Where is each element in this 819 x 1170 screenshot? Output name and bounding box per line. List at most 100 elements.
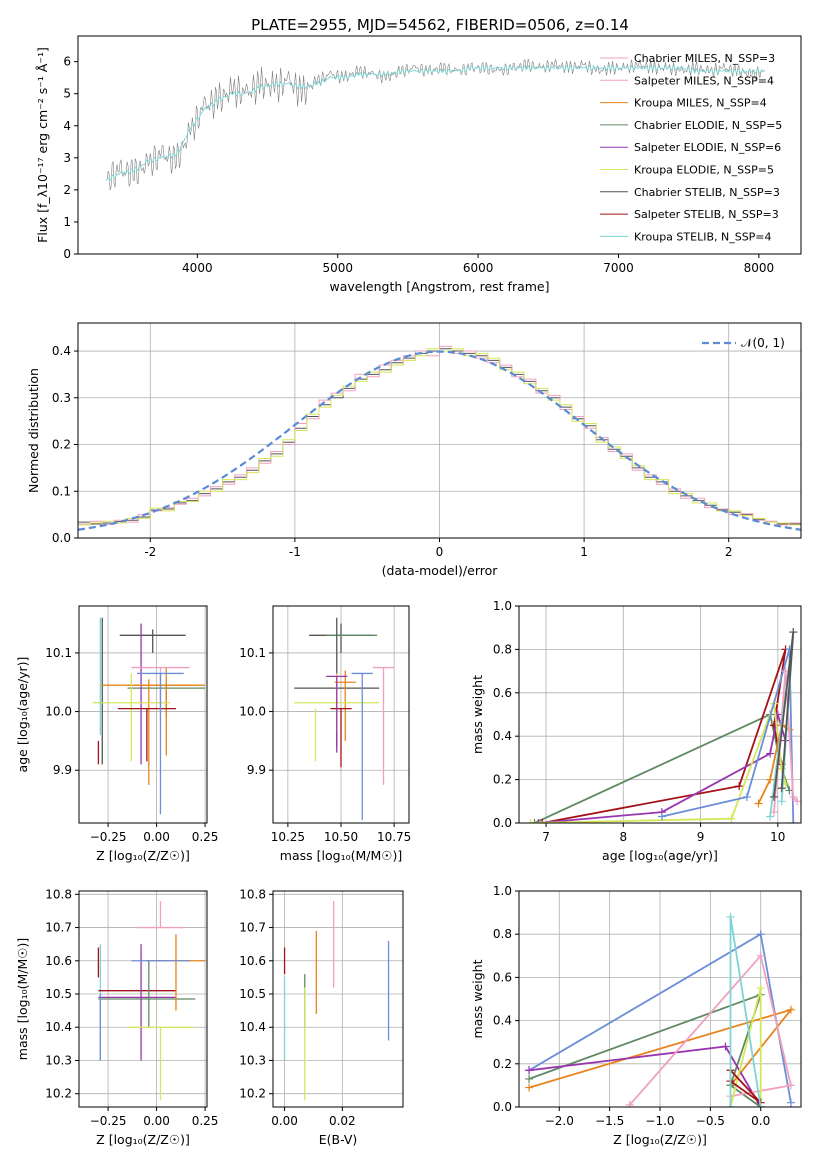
errorbar-point (119, 629, 186, 653)
errorbar-point (351, 672, 373, 821)
errorbar-point (309, 623, 373, 653)
x-tick-label: 10.75 (377, 830, 411, 844)
y-tick-label: 10.5 (239, 987, 266, 1001)
errorbar-point (372, 666, 395, 785)
y-tick-label: 10.5 (45, 987, 72, 1001)
marker (534, 819, 543, 823)
y-tick-label: 0.0 (52, 531, 71, 545)
plot-area (78, 345, 801, 538)
marker (530, 819, 539, 823)
plot-area (97, 900, 206, 1101)
marker (525, 1083, 534, 1092)
plot-area (283, 900, 390, 1101)
x-tick-label: -2 (144, 545, 156, 559)
y-tick-label: 10.0 (239, 705, 266, 719)
x-tick-label: 0.00 (271, 1114, 298, 1128)
marker (726, 1103, 735, 1107)
x-tick-label: 5000 (322, 261, 353, 275)
marker (766, 749, 775, 758)
panel-mass-vs-EBV: 0.00 0.02 10.2 10.3 10.4 10.5 10.6 10.7 10.8 E(B-… (239, 887, 404, 1147)
x-axis-label: wavelength [Angstrom, rest frame] (329, 279, 549, 294)
y-tick-label: 6 (63, 55, 71, 69)
y-tick-label: 0.6 (493, 686, 512, 700)
x-tick-label: −1.0 (645, 1114, 674, 1128)
x-axis-label: (data-model)/error (382, 563, 499, 578)
errorbar-point (326, 675, 348, 753)
x-axis-label: age [log₁₀(age/yr)] (602, 848, 718, 863)
x-axis-label: Z [log₁₀(Z/Z☉)] (96, 848, 190, 863)
series-s1 (534, 713, 791, 823)
y-tick-label: 10.4 (239, 1020, 266, 1034)
marker (756, 1103, 765, 1107)
marker (735, 782, 744, 791)
y-tick-label: 0.2 (493, 773, 512, 787)
y-tick-label: 10.7 (239, 921, 266, 935)
marker (756, 951, 765, 960)
x-tick-label: 4000 (182, 261, 213, 275)
errorbar-point (127, 1026, 194, 1101)
y-tick-label: 10.8 (239, 887, 266, 901)
panel-mass-vs-Z: −0.25 0.00 0.25 10.2 10.3 10.4 10.5 10.6 10.7 10.… (15, 887, 218, 1147)
y-axis-label: mass [log₁₀(M/M☉)] (15, 938, 30, 1060)
y-tick-label: 9.9 (53, 763, 72, 777)
y-tick-label: 4 (63, 119, 71, 133)
series-s3 (528, 993, 763, 1107)
series-data (106, 58, 766, 191)
y-tick-label: 0.8 (493, 642, 512, 656)
plot-area (92, 617, 206, 815)
x-tick-label: 9 (697, 830, 705, 844)
y-tick-label: 10.8 (45, 887, 72, 901)
x-tick-label: 8 (619, 830, 627, 844)
marker (777, 797, 786, 806)
y-tick-label: 10.0 (45, 705, 72, 719)
y-tick-label: 10.3 (239, 1053, 266, 1067)
y-tick-label: 10.4 (45, 1020, 72, 1034)
y-axis-label: age [log₁₀(age/yr)] (15, 657, 30, 773)
plot-area (525, 912, 795, 1107)
errorbar-point (92, 673, 171, 762)
panel-massweight-vs-Z: −2.0 −1.5 −1.0 −0.5 0.0 0.0 0.2 0.4 0.6 0.8 1.0 Z [… (470, 884, 802, 1147)
axes-frame (272, 890, 404, 1108)
x-tick-label: 2 (725, 545, 733, 559)
y-tick-label: 0.6 (493, 970, 512, 984)
x-tick-label: -1 (289, 545, 301, 559)
y-axis-label: Flux [f_λ10⁻¹⁷ erg cm⁻² s⁻¹ Å⁻¹] (35, 47, 50, 243)
marker (525, 1066, 534, 1075)
x-axis-label: Z [log₁₀(Z/Z☉)] (96, 1132, 190, 1147)
marker (786, 1005, 795, 1014)
series-s6 (729, 987, 762, 1107)
marker (726, 912, 735, 921)
hist-hist-2 (78, 345, 801, 538)
x-tick-label: 0.25 (192, 1114, 219, 1128)
y-tick-label: 10.1 (45, 646, 72, 660)
y-tick-label: 1.0 (493, 599, 512, 613)
x-tick-label: −0.25 (90, 1114, 127, 1128)
x-tick-label: 10.50 (324, 830, 358, 844)
panel-age-vs-mass: 10.25 10.50 10.75 9.9 10.0 10.1 mass [log₁₀(M/… (239, 605, 411, 863)
y-tick-label: 0.2 (52, 438, 71, 452)
legend-label: Chabrier MILES, N_SSP=3 (634, 52, 775, 65)
marker (721, 1042, 730, 1051)
marker (786, 1098, 795, 1107)
errorbar-point (100, 679, 198, 785)
marker (766, 812, 775, 821)
y-tick-label: 0.0 (493, 1100, 512, 1114)
y-tick-label: 0.3 (52, 391, 71, 405)
legend-label: Kroupa ELODIE, N_SSP=5 (634, 164, 774, 177)
x-tick-label: 0.25 (192, 830, 219, 844)
x-tick-label: 10.25 (271, 830, 305, 844)
figure-title: PLATE=2955, MJD=54562, FIBERID=0506, z=0… (251, 16, 629, 34)
x-axis-label: mass [log₁₀(M/M☉)] (280, 848, 402, 863)
marker (727, 814, 736, 823)
x-axis-label: E(B-V) (319, 1132, 358, 1147)
y-tick-label: 0.4 (493, 1014, 512, 1028)
marker (538, 819, 547, 823)
x-tick-label: −1.5 (595, 1114, 624, 1128)
plot-area (105, 58, 766, 191)
errorbar-point (334, 670, 356, 741)
y-tick-label: 10.2 (239, 1087, 266, 1101)
axes-frame (518, 605, 802, 824)
panel-spectrum: Chabrier MILES, N_SSP=3 Salpeter MILES, N… (35, 35, 802, 294)
marker (766, 775, 775, 784)
x-tick-label: 7000 (603, 261, 634, 275)
